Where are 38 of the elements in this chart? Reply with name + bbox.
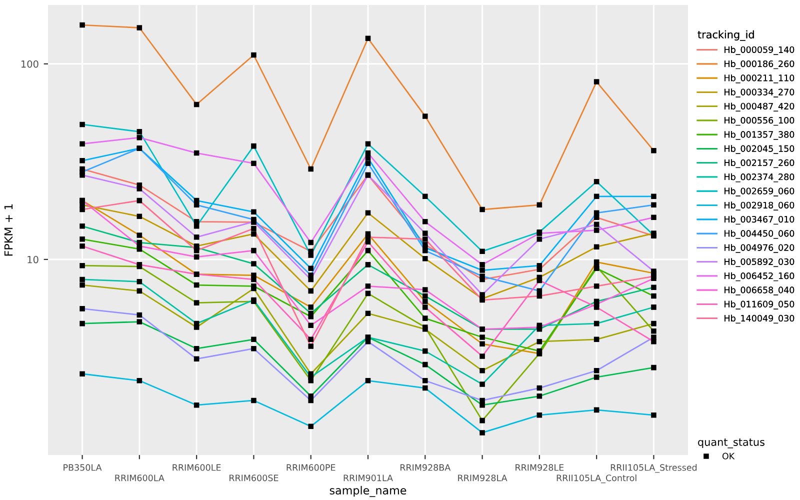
y-axis-title: FPKM + 1 bbox=[4, 204, 13, 256]
legend-label: Hb_140049_030 bbox=[724, 314, 794, 324]
x-tick-label: RRIM928LA bbox=[458, 474, 508, 482]
x-axis-title: sample_name bbox=[330, 486, 406, 497]
x-tick-label: RRIM600PE bbox=[286, 464, 336, 471]
x-tick-label: RRIM600SE bbox=[230, 474, 278, 482]
text: quant_status bbox=[698, 438, 764, 448]
x-tick-label: RRIM600LA bbox=[115, 474, 164, 482]
x-tick-label: PB350LA bbox=[64, 464, 102, 471]
legend-label: Hb_000059_140 bbox=[724, 46, 794, 55]
legend-label: Hb_003467_010 bbox=[724, 216, 794, 225]
legend-label: Hb_000487_420 bbox=[724, 102, 794, 112]
legend-label: Hb_005892_030 bbox=[724, 258, 794, 267]
legend-label: Hb_002045_150 bbox=[724, 145, 794, 154]
legend-label: Hb_002157_260 bbox=[724, 159, 794, 168]
x-tick-label: RRII105LA_Stressed bbox=[610, 464, 697, 473]
legend-label: Hb_006658_040 bbox=[724, 286, 794, 296]
legend-label: Hb_002918_060 bbox=[724, 202, 794, 210]
legend-label: Hb_000211_110 bbox=[724, 74, 794, 84]
legend-label: Hb_002374_280 bbox=[724, 173, 794, 182]
y-tick-label: 10 bbox=[28, 256, 38, 264]
x-tick-label: RRIM928BA bbox=[400, 464, 451, 471]
legend-label: Hb_002659_060 bbox=[724, 188, 794, 196]
legend-label: Hb_006452_160 bbox=[724, 272, 794, 282]
legend-label: Hb_011609_050 bbox=[724, 300, 794, 310]
x-tick-label: RRIM928LE bbox=[516, 464, 564, 471]
legend-label: Hb_001357_380 bbox=[724, 130, 794, 140]
legend-label: Hb_000186_260 bbox=[724, 60, 794, 70]
legend-label: Hb_000334_270 bbox=[724, 88, 794, 98]
x-tick-label: RRIM600LE bbox=[172, 464, 221, 471]
legend-title: tracking_id bbox=[698, 30, 754, 41]
text: OK bbox=[722, 452, 735, 460]
x-tick-label: RRII105LA_Control bbox=[556, 474, 636, 484]
legend-label: Hb_004976_020 bbox=[724, 244, 794, 253]
x-tick-label: RRIM901LA bbox=[344, 474, 393, 482]
y-tick-label: 100 bbox=[21, 60, 38, 68]
legend-label: Hb_000556_100 bbox=[724, 116, 794, 126]
legend-label: Hb_004450_060 bbox=[724, 230, 794, 239]
